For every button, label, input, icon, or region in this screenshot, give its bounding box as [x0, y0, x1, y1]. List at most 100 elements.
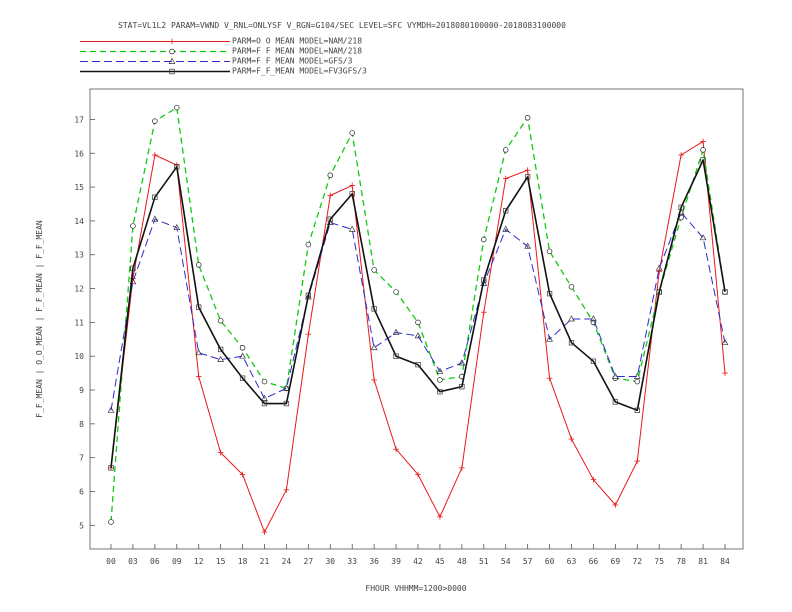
x-tick-label: 69 [611, 557, 621, 566]
data-point [152, 194, 158, 200]
x-tick-label: 45 [435, 557, 445, 566]
data-point [174, 164, 180, 170]
data-point [524, 174, 531, 180]
data-point [634, 407, 640, 413]
data-point [414, 332, 422, 339]
x-tick-label: 03 [128, 557, 138, 566]
data-point [217, 355, 225, 362]
data-point [481, 236, 487, 243]
data-point [370, 344, 378, 351]
y-tick-label: 6 [79, 488, 84, 497]
data-point [502, 225, 510, 232]
legend-label: PARM=F_F_MEAN MODEL=FV3GFS/3 [232, 67, 367, 76]
data-point [415, 471, 421, 478]
legend-label-bg [230, 65, 415, 74]
y-tick-label: 7 [79, 454, 84, 463]
data-point [239, 375, 246, 381]
y-tick-label: 8 [79, 420, 84, 429]
data-point [436, 367, 444, 374]
data-point [634, 458, 641, 464]
x-tick-label: 27 [304, 557, 314, 566]
data-point [590, 358, 597, 364]
data-point [546, 335, 553, 342]
data-point [502, 147, 509, 153]
data-point [502, 175, 509, 182]
legend-label-bg [230, 35, 415, 44]
legend-marker [168, 57, 176, 64]
x-tick-label: 18 [238, 557, 248, 566]
data-point [349, 130, 355, 136]
data-point [152, 152, 158, 158]
series-line [110, 212, 726, 411]
data-point [239, 471, 246, 478]
data-point [107, 406, 115, 413]
legend-entry: PARM=F_F_MEAN MODEL=GFS/3 [80, 55, 415, 66]
data-point [568, 340, 575, 346]
x-tick-label: 09 [172, 557, 182, 566]
data-point [722, 289, 728, 295]
data-point [130, 265, 136, 271]
x-tick-label: 00 [106, 557, 116, 566]
data-point [261, 378, 268, 385]
data-point [393, 446, 399, 453]
data-point [393, 353, 399, 359]
data-point [305, 331, 312, 338]
x-tick-label: 24 [282, 557, 292, 566]
data-point [371, 306, 377, 312]
legend-label: PARM=F_F_MEAN MODEL=GFS/3 [232, 57, 353, 66]
data-point [305, 241, 312, 248]
data-point [349, 191, 355, 197]
data-point [437, 514, 443, 520]
series-1 [108, 138, 728, 535]
y-axis-label: F_F_MEAN | O_O_MEAN | F_F_MEAN | F_F_MEA… [35, 220, 44, 418]
data-point [611, 372, 619, 379]
data-point [349, 182, 356, 189]
data-point [634, 378, 641, 385]
data-point [217, 346, 224, 353]
y-tick-label: 12 [74, 285, 84, 294]
data-point [130, 223, 136, 229]
data-point [568, 284, 575, 290]
data-point [568, 436, 575, 442]
x-axis-label: FHOUR VHHMM=1200>0000 [365, 584, 466, 593]
y-tick-label: 10 [74, 352, 84, 361]
data-point [721, 338, 729, 346]
y-tick-label: 9 [79, 386, 84, 395]
data-point [415, 319, 421, 326]
data-point [612, 502, 619, 508]
data-point [524, 242, 532, 249]
data-point [546, 290, 553, 297]
x-tick-label: 33 [347, 557, 357, 566]
data-point [393, 289, 399, 295]
data-point [678, 204, 684, 211]
data-point [481, 277, 487, 283]
data-point [327, 172, 334, 179]
x-tick-label: 60 [545, 557, 555, 566]
data-point [196, 304, 202, 310]
legend-label-bg [230, 55, 415, 64]
data-point [524, 114, 531, 121]
data-point [458, 359, 466, 366]
x-tick-label: 48 [457, 557, 467, 566]
data-point [348, 225, 356, 232]
data-point [283, 400, 290, 407]
data-point [195, 373, 202, 380]
data-point [195, 349, 203, 356]
data-point [174, 104, 180, 111]
legend-marker [169, 68, 175, 75]
chart-title: STAT=VL1L2 PARAM=VWND V_RNL=ONLYSF V_RGN… [118, 21, 566, 30]
data-point [656, 268, 663, 275]
series-layer [107, 104, 729, 535]
data-point [327, 216, 333, 222]
y-tick-label: 15 [74, 183, 84, 192]
data-point [151, 215, 159, 222]
data-point [261, 529, 268, 535]
data-point [152, 118, 158, 124]
legend-marker [169, 48, 175, 55]
data-point [722, 370, 728, 376]
data-point [437, 377, 443, 383]
y-tick-label: 5 [79, 521, 84, 530]
data-point [371, 267, 377, 273]
x-tick-label: 63 [567, 557, 577, 566]
y-tick-label: 17 [74, 115, 84, 124]
